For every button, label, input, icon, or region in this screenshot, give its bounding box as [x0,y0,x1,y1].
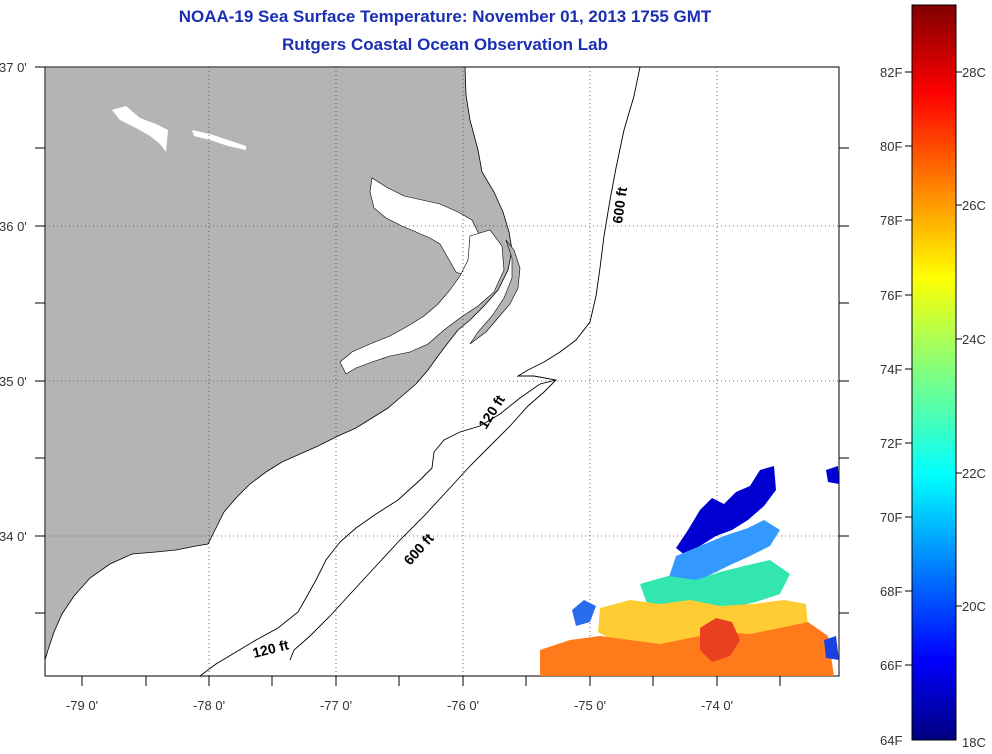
colorbar-c-22: 22C [962,466,986,481]
barrier-island [469,239,521,345]
lat-label-35: 35 0' [0,374,27,389]
lon-label-76: -76 0' [447,698,479,713]
river-inlet-2 [192,130,246,150]
colorbar-f-70: 70F [880,510,902,525]
colorbar-f-68: 68F [880,584,902,599]
river-inlet [112,106,168,152]
lon-label-77: -77 0' [320,698,352,713]
lat-label-36: 36 0' [0,219,27,234]
lat-label-34: 34 0' [0,529,27,544]
lon-label-75: -75 0' [574,698,606,713]
colorbar-c-28: 28C [962,65,986,80]
colorbar-f-66: 66F [880,658,902,673]
colorbar-f-76: 76F [880,288,902,303]
colorbar-f-74: 74F [880,362,902,377]
colorbar-ticks [905,71,962,666]
pamlico-sound [339,229,505,375]
lon-label-78: -78 0' [193,698,225,713]
colorbar-f-64: 64F [880,733,902,748]
colorbar-c-20: 20C [962,599,986,614]
map-title: NOAA-19 Sea Surface Temperature: Novembe… [178,7,712,26]
colorbar-c-24: 24C [962,332,986,347]
colorbar-f-72: 72F [880,436,902,451]
lat-label-37: 37 0' [0,60,27,75]
colorbar-f-82: 82F [880,65,902,80]
contour-label-600-north: 600 ft [609,186,630,225]
colorbar-f-78: 78F [880,213,902,228]
colorbar [911,4,957,741]
map-subtitle: Rutgers Coastal Ocean Observation Lab [282,35,608,54]
bathymetry-contours [199,67,641,676]
colorbar-f-80: 80F [880,139,902,154]
frame-ticks [35,66,849,686]
graticule [45,67,839,676]
lon-label-79: -79 0' [66,698,98,713]
lon-label-74: -74 0' [701,698,733,713]
colorbar-c-18: 18C [962,735,986,750]
colorbar-c-26: 26C [962,198,986,213]
sst-data [540,466,839,676]
